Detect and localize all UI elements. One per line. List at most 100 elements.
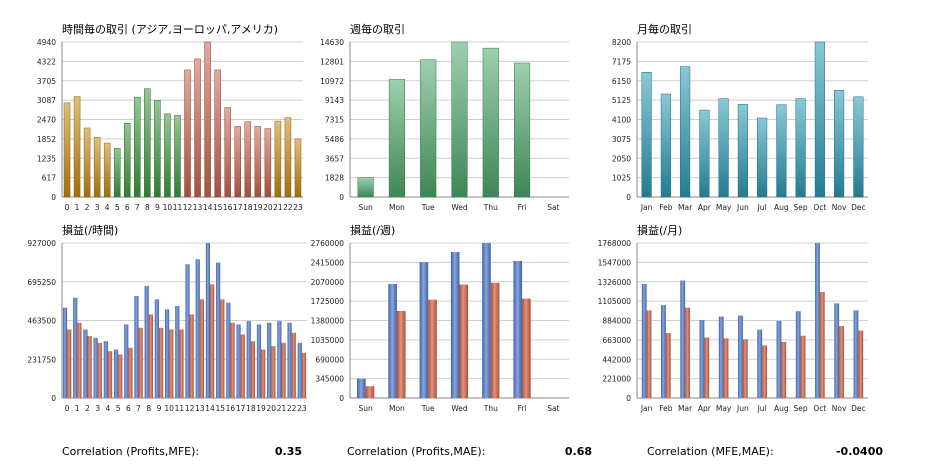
chart-trades_hour: 時間毎の取引 (アジア,ヨーロッパ,アメリカ)06171235185224703… bbox=[37, 22, 303, 212]
bar bbox=[103, 142, 111, 198]
x-tick-label: 9 bbox=[157, 404, 162, 413]
bar-series-1 bbox=[175, 306, 180, 398]
bar-series-1 bbox=[277, 321, 282, 398]
chart-profit_month: 損益(/月) 0 221000 442000 663000 884000 1105000 13… bbox=[598, 223, 868, 413]
y-tick-label: 884000 bbox=[602, 317, 631, 326]
correlation-value: 0.35 bbox=[274, 445, 302, 458]
y-tick-label: 695250 bbox=[27, 278, 56, 287]
x-tick-label: 8 bbox=[145, 203, 150, 212]
bar-series-2 bbox=[230, 322, 235, 398]
bar bbox=[514, 62, 531, 198]
x-tick-label: 23 bbox=[297, 404, 307, 413]
x-tick-label: Dec bbox=[851, 404, 866, 413]
x-tick-label: Jul bbox=[757, 404, 767, 413]
x-tick-label: 10 bbox=[164, 404, 174, 413]
bar-series-1 bbox=[216, 262, 221, 398]
bar bbox=[214, 69, 221, 198]
bar bbox=[124, 123, 131, 198]
y-tick-label: 442000 bbox=[602, 355, 631, 364]
chart-title: 損益(/週) bbox=[350, 223, 395, 237]
x-tick-label: 5 bbox=[115, 203, 120, 212]
x-tick-label: Fri bbox=[518, 404, 527, 413]
bar bbox=[699, 109, 710, 198]
x-tick-label: 6 bbox=[126, 404, 131, 413]
y-tick-label: 1547000 bbox=[598, 258, 632, 267]
y-tick-label: 1768000 bbox=[598, 239, 632, 248]
y-tick-label: 927000 bbox=[27, 239, 56, 248]
y-tick-label: 0 bbox=[51, 394, 56, 403]
bar bbox=[737, 104, 748, 198]
bar-series-2 bbox=[365, 386, 375, 398]
x-tick-label: Sun bbox=[359, 404, 374, 413]
bar-series-1 bbox=[205, 243, 211, 398]
bar-series-2 bbox=[839, 326, 844, 398]
bar-series-1 bbox=[287, 322, 292, 398]
y-tick-label: 3087 bbox=[37, 96, 56, 105]
y-tick-label: 4322 bbox=[37, 57, 56, 66]
bar-series-2 bbox=[261, 349, 266, 398]
bar-series-1 bbox=[73, 297, 78, 398]
bar bbox=[234, 126, 241, 198]
bar bbox=[294, 138, 302, 198]
bar bbox=[63, 102, 71, 198]
bar bbox=[254, 126, 262, 198]
bar-series-2 bbox=[158, 327, 164, 398]
y-tick-label: 1326000 bbox=[598, 278, 632, 287]
bar-series-2 bbox=[490, 282, 500, 398]
bar-series-1 bbox=[165, 309, 170, 398]
x-tick-label: 7 bbox=[135, 203, 140, 212]
x-tick-label: 21 bbox=[273, 203, 283, 212]
bar-series-1 bbox=[103, 341, 108, 398]
bar-series-1 bbox=[776, 320, 782, 398]
x-tick-label: 21 bbox=[277, 404, 287, 413]
bar bbox=[795, 98, 806, 198]
x-tick-label: 14 bbox=[203, 203, 213, 212]
bar-series-2 bbox=[77, 322, 82, 398]
x-tick-label: Thu bbox=[483, 203, 498, 212]
bar-series-2 bbox=[107, 351, 113, 398]
x-tick-label: Wed bbox=[451, 203, 468, 212]
x-tick-label: 11 bbox=[173, 203, 183, 212]
bar-series-2 bbox=[301, 352, 307, 398]
chart-title: 月毎の取引 bbox=[637, 22, 692, 36]
y-tick-label: 3657 bbox=[325, 154, 344, 163]
bar-series-2 bbox=[118, 354, 123, 398]
chart-title: 損益(/月) bbox=[637, 223, 682, 237]
bar bbox=[388, 79, 406, 198]
bar bbox=[420, 59, 437, 198]
bar bbox=[204, 41, 211, 198]
y-tick-label: 14630 bbox=[320, 38, 344, 47]
bar bbox=[776, 104, 787, 198]
bar-series-1 bbox=[256, 324, 262, 398]
y-tick-label: 617 bbox=[42, 174, 57, 183]
y-tick-label: 0 bbox=[626, 394, 631, 403]
y-tick-label: 3705 bbox=[37, 77, 56, 86]
x-tick-label: May bbox=[716, 203, 732, 212]
x-tick-label: 6 bbox=[125, 203, 130, 212]
bar bbox=[134, 96, 141, 198]
chart-trades_month: 月毎の取引 0 1025 2050 3075 4100 5125 6150 7175 8200 Ja… bbox=[612, 22, 868, 212]
correlation-label: Correlation (Profits,MFE): bbox=[62, 445, 200, 458]
x-tick-label: Sat bbox=[547, 203, 559, 212]
bar-series-1 bbox=[83, 329, 88, 398]
x-tick-label: 4 bbox=[105, 203, 110, 212]
bar-series-1 bbox=[795, 311, 801, 398]
bar-series-1 bbox=[450, 251, 460, 398]
bar-series-1 bbox=[195, 259, 200, 398]
bar-series-2 bbox=[646, 310, 652, 398]
x-tick-label: Apr bbox=[698, 203, 712, 212]
bar-series-2 bbox=[179, 329, 184, 398]
bar-series-1 bbox=[419, 262, 429, 398]
y-tick-label: 2415000 bbox=[311, 258, 345, 267]
bar-series-1 bbox=[388, 283, 397, 398]
x-tick-label: Dec bbox=[851, 203, 866, 212]
bar-series-2 bbox=[250, 341, 256, 398]
bar-series-1 bbox=[853, 310, 859, 398]
x-tick-label: 0 bbox=[65, 203, 70, 212]
y-tick-label: 4100 bbox=[612, 116, 631, 125]
x-tick-label: 22 bbox=[287, 404, 297, 413]
chart-title: 時間毎の取引 (アジア,ヨーロッパ,アメリカ) bbox=[62, 22, 278, 36]
chart-profit_week: 損益(/週) 0 345000 690000 1035000 1380000 1725000… bbox=[311, 223, 569, 413]
bar-series-1 bbox=[246, 321, 251, 398]
